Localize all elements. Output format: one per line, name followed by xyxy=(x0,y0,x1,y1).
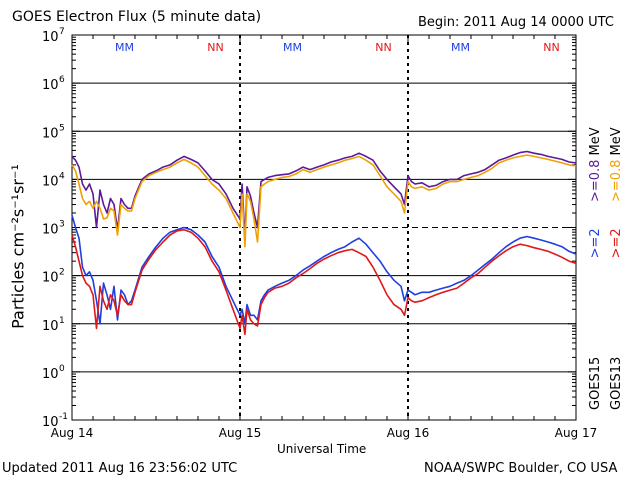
x-tick-labels: Aug 14 Aug 15 Aug 16 Aug 17 xyxy=(51,426,598,440)
y-tick-label-7: 10 xyxy=(42,78,59,93)
y-tick-label-6: 10 xyxy=(42,126,59,141)
y-tick-label-2: 10 xyxy=(42,319,59,334)
x-tick-label-2: Aug 16 xyxy=(387,426,430,440)
y-tick-label-3: 10 xyxy=(42,271,59,286)
marker-3: NN xyxy=(375,41,391,54)
y-tick-label-4: 10 xyxy=(42,223,59,238)
y-tick-label-8: 10 xyxy=(42,30,59,45)
x-tick-label-0: Aug 14 xyxy=(51,426,94,440)
marker-2: MM xyxy=(283,41,302,54)
y-axis-label: Particles cm⁻²s⁻¹sr⁻¹ xyxy=(8,164,28,329)
legend-goes15-08mev: >=0.8 xyxy=(588,159,603,203)
x-tick-label-1: Aug 15 xyxy=(219,426,262,440)
y-tick-exp-8: 7 xyxy=(59,27,65,37)
event-markers: MM NN MM NN MM NN xyxy=(115,41,560,54)
x-tick-label-3: Aug 17 xyxy=(555,426,598,440)
marker-1: NN xyxy=(207,41,223,54)
y-tick-exp-0: -1 xyxy=(59,412,68,422)
legend-unit: MeV xyxy=(588,127,603,156)
x-axis-label: Universal Time xyxy=(277,442,367,456)
marker-5: NN xyxy=(543,41,559,54)
y-tick-label-0: 10 xyxy=(42,415,59,430)
y-tick-exp-7: 6 xyxy=(59,75,65,85)
legend-goes15-label: GOES15 xyxy=(588,356,603,410)
marker-0: MM xyxy=(115,41,134,54)
legend-goes13-08mev: >=0.8 xyxy=(609,159,624,203)
series-line-0 xyxy=(71,150,577,239)
updated-time: Updated 2011 Aug 16 23:56:02 UTC xyxy=(2,461,238,476)
legend-goes15-2mev: >=2 xyxy=(588,228,603,259)
legend-goes13-label: GOES13 xyxy=(609,356,624,410)
series-line-2 xyxy=(71,214,577,325)
y-tick-label-5: 10 xyxy=(42,174,59,189)
legend-unit-2: MeV xyxy=(609,127,624,156)
legend-goes13-2mev: >=2 xyxy=(609,228,624,259)
legend-goes15: GOES15 >=2 >=0.8 MeV xyxy=(588,127,603,410)
legend-goes13: GOES13 >=2 >=0.8 MeV xyxy=(609,127,624,410)
y-tick-exp-5: 4 xyxy=(59,171,65,181)
y-tick-exp-4: 3 xyxy=(59,220,65,230)
y-tick-exp-6: 5 xyxy=(59,123,65,133)
y-tick-label-1: 10 xyxy=(42,367,59,382)
y-tick-exp-3: 2 xyxy=(59,268,65,278)
grid-lines xyxy=(72,34,576,421)
y-tick-exp-1: 0 xyxy=(59,364,65,374)
chart-title: GOES Electron Flux (5 minute data) xyxy=(12,9,262,25)
series-lines xyxy=(71,150,577,336)
y-tick-exp-2: 1 xyxy=(59,316,65,326)
day-divider-ticks xyxy=(71,35,577,420)
credit-text: NOAA/SWPC Boulder, CO USA xyxy=(424,461,618,476)
series-line-1 xyxy=(71,154,577,248)
marker-4: MM xyxy=(451,41,470,54)
series-line-3 xyxy=(71,228,577,336)
begin-time: Begin: 2011 Aug 14 0000 UTC xyxy=(418,15,614,30)
